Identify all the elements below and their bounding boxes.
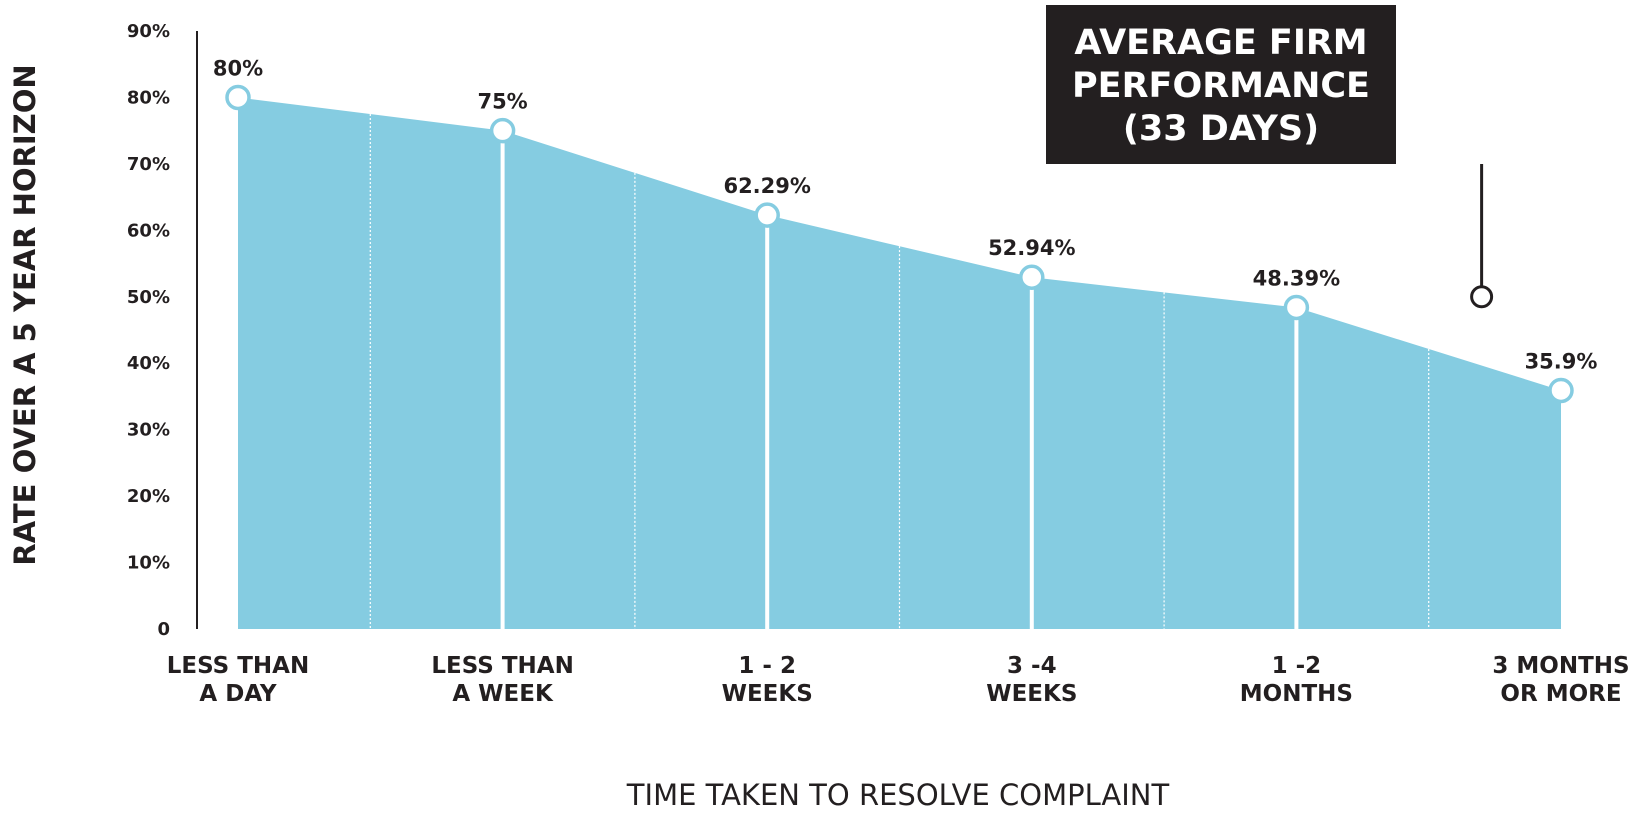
area-layer: [238, 97, 1561, 629]
data-label: 75%: [477, 90, 527, 114]
data-label: 48.39%: [1253, 266, 1340, 290]
data-markers: [225, 84, 1574, 404]
callout-marker: [1470, 285, 1494, 309]
x-tick-label: 1 - 2 WEEKS: [722, 653, 813, 707]
y-tick-label: 0: [157, 619, 170, 640]
data-label: 80%: [213, 56, 263, 80]
y-tick-label: 80%: [127, 87, 170, 108]
y-tick-label: 30%: [127, 420, 170, 441]
x-tick-label: LESS THAN A WEEK: [431, 653, 573, 707]
data-label: 35.9%: [1525, 349, 1598, 373]
x-tick-label: LESS THAN A DAY: [167, 653, 309, 707]
data-label: 52.94%: [988, 236, 1075, 260]
annotation-callout: AVERAGE FIRM PERFORMANCE (33 DAYS): [1046, 5, 1494, 309]
y-tick-label: 10%: [127, 553, 170, 574]
y-tick-label: 50%: [127, 287, 170, 308]
y-tick-label: 60%: [127, 220, 170, 241]
y-tick-labels: 0 10% 20% 30% 40% 50% 60% 70% 80% 90%: [127, 21, 170, 640]
data-point: [225, 84, 251, 111]
data-point: [754, 202, 780, 228]
y-axis-title: RATE OVER A 5 YEAR HORIZON: [8, 64, 42, 565]
y-tick-label: 70%: [127, 154, 170, 175]
x-tick-label: 3 MONTHS OR MORE: [1492, 653, 1629, 707]
x-axis-title: TIME TAKEN TO RESOLVE COMPLAINT: [626, 778, 1170, 812]
data-point: [1548, 377, 1574, 404]
y-tick-label: 90%: [127, 21, 170, 42]
x-tick-label: 1 -2 MONTHS: [1240, 653, 1353, 707]
data-point: [1283, 294, 1310, 321]
data-point: [489, 117, 516, 144]
data-point: [1019, 264, 1045, 290]
y-tick-label: 20%: [127, 486, 170, 507]
callout-text: AVERAGE FIRM PERFORMANCE (33 DAYS): [1072, 23, 1370, 149]
x-tick-label: 3 -4 WEEKS: [986, 653, 1077, 707]
data-label: 62.29%: [723, 174, 810, 198]
x-tick-labels: LESS THAN A DAY LESS THAN A WEEK 1 - 2 WEEKS 3…: [167, 653, 1630, 707]
callout-box: [1046, 5, 1396, 164]
data-labels: 80% 75% 62.29% 52.94% 48.39% 35.9%: [213, 56, 1598, 373]
y-tick-label: 40%: [127, 353, 170, 374]
